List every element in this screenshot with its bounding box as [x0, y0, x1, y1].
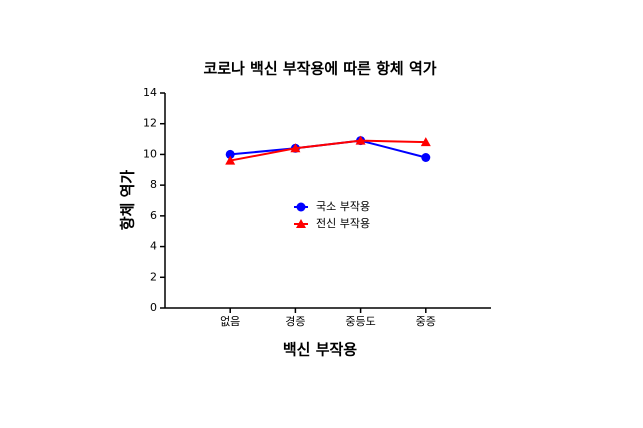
x-tick-label: 없음 [220, 315, 240, 328]
marker [225, 155, 236, 165]
legend-marker [296, 219, 306, 228]
series-line [230, 139, 426, 162]
marker [225, 149, 235, 159]
x-tick-label: 중증 [416, 315, 436, 328]
marker [421, 153, 431, 162]
y-tick-label: 14 [143, 86, 157, 99]
legend-label: 전신 부작용 [316, 217, 370, 230]
legend-marker [296, 202, 306, 212]
chart-title: 코로나 백신 부작용에 따른 항체 역가 [203, 60, 436, 78]
y-tick-label: 8 [150, 178, 157, 191]
y-tick-label: 2 [150, 270, 157, 283]
x-axis-label: 백신 부작용 [283, 341, 357, 359]
y-tick-label: 6 [150, 209, 157, 222]
x-tick-label: 중등도 [345, 315, 375, 328]
y-tick-label: 0 [150, 301, 157, 314]
marker [355, 135, 366, 145]
marker [290, 143, 301, 153]
x-tick-label: 경증 [285, 315, 305, 328]
marker [420, 137, 431, 147]
y-tick-label: 4 [150, 240, 157, 253]
y-axis-label: 항체 역가 [119, 170, 137, 231]
y-tick-label: 10 [143, 147, 157, 160]
y-tick-label: 12 [143, 117, 157, 130]
legend-label: 국소 부작용 [316, 200, 370, 213]
